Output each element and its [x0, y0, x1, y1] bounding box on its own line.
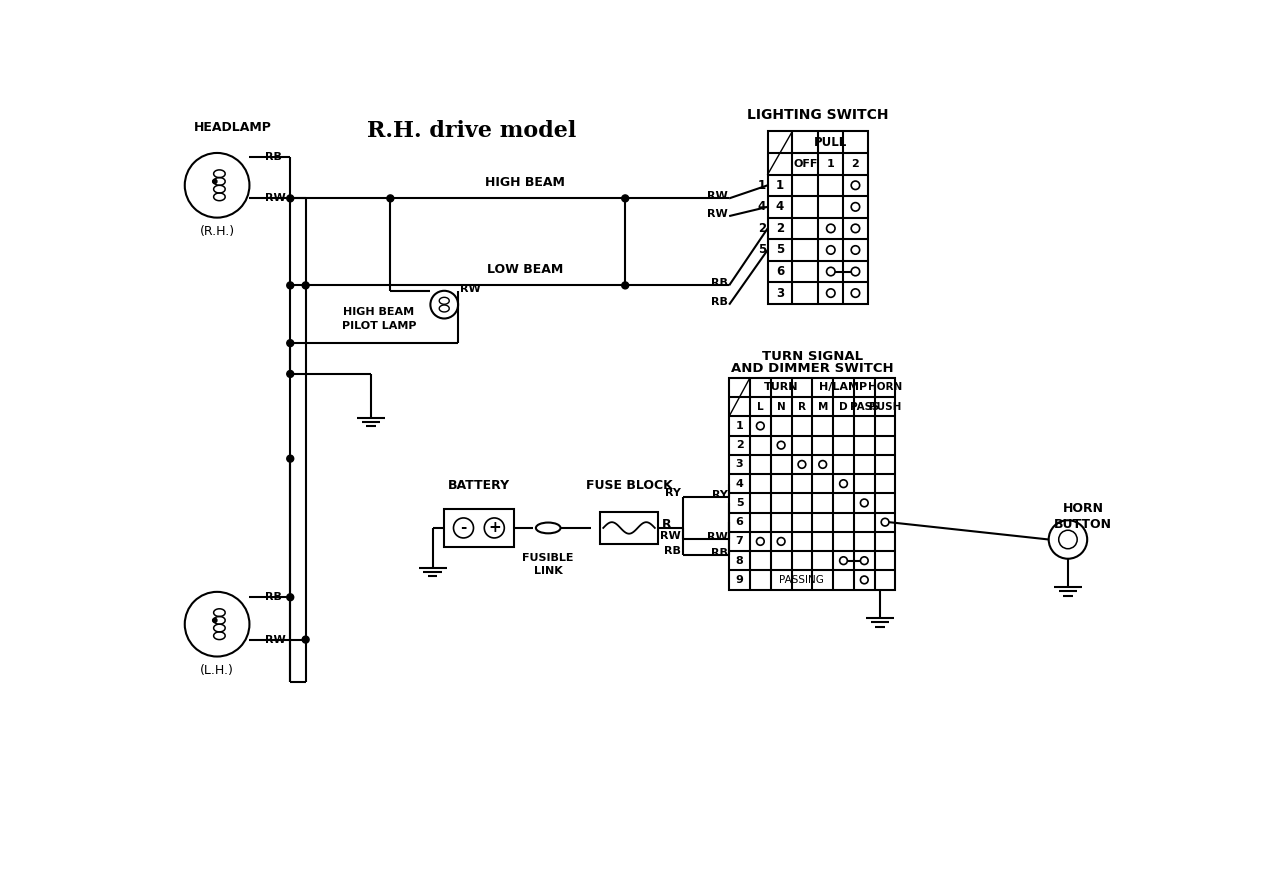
Text: 5: 5: [736, 498, 744, 508]
Circle shape: [387, 195, 394, 202]
Text: RB: RB: [265, 592, 282, 602]
Circle shape: [287, 195, 293, 202]
Text: LIGHTING SWITCH: LIGHTING SWITCH: [748, 108, 888, 122]
Text: PUSH: PUSH: [869, 401, 901, 411]
Text: N: N: [777, 401, 786, 411]
Text: RB: RB: [265, 151, 282, 162]
Bar: [768, 132, 868, 304]
Text: FUSE BLOCK: FUSE BLOCK: [586, 479, 672, 492]
Text: LINK: LINK: [534, 566, 563, 576]
Text: 1: 1: [736, 421, 744, 431]
Text: R.H. drive model: R.H. drive model: [366, 120, 576, 142]
Text: HORN: HORN: [868, 383, 902, 392]
Text: 4: 4: [736, 478, 744, 488]
Text: 5: 5: [758, 244, 767, 256]
Circle shape: [287, 282, 293, 289]
Text: LOW BEAM: LOW BEAM: [486, 263, 563, 276]
Text: BATTERY: BATTERY: [448, 479, 509, 492]
Text: H/LAMP: H/LAMP: [819, 383, 868, 392]
Text: OFF: OFF: [794, 159, 818, 168]
Text: +: +: [488, 521, 500, 536]
Text: RW: RW: [265, 194, 285, 203]
Text: RW: RW: [707, 532, 727, 542]
Circle shape: [302, 282, 308, 289]
Text: 9: 9: [736, 575, 744, 585]
Text: 2: 2: [776, 222, 785, 235]
Text: 7: 7: [736, 537, 744, 547]
Text: RW: RW: [461, 284, 481, 294]
Text: -: -: [461, 521, 467, 536]
Circle shape: [622, 282, 628, 289]
Circle shape: [287, 370, 293, 377]
Text: TURN SIGNAL: TURN SIGNAL: [762, 349, 863, 363]
Circle shape: [287, 455, 293, 462]
Text: RY: RY: [664, 488, 681, 498]
Text: 3: 3: [736, 460, 744, 470]
Text: 2: 2: [758, 222, 767, 235]
Bar: [444, 509, 513, 547]
Text: BUTTON: BUTTON: [1055, 518, 1112, 530]
Text: R: R: [662, 518, 672, 530]
Circle shape: [287, 594, 293, 600]
Circle shape: [212, 618, 216, 623]
Text: PILOT LAMP: PILOT LAMP: [342, 321, 416, 332]
Text: 3: 3: [776, 287, 785, 299]
Text: 1: 1: [776, 179, 785, 192]
Text: 1: 1: [758, 179, 767, 192]
Circle shape: [622, 195, 628, 202]
Text: M: M: [818, 401, 828, 411]
Text: RB: RB: [710, 278, 727, 289]
Circle shape: [302, 636, 308, 643]
Text: HEADLAMP: HEADLAMP: [193, 121, 271, 134]
Text: 6: 6: [736, 517, 744, 527]
Circle shape: [212, 179, 216, 184]
Text: (R.H.): (R.H.): [200, 225, 234, 238]
Text: 8: 8: [736, 556, 744, 565]
Text: TURN: TURN: [764, 383, 799, 392]
Text: RW: RW: [265, 634, 285, 644]
Text: L: L: [756, 401, 764, 411]
Text: HIGH BEAM: HIGH BEAM: [343, 307, 415, 317]
Bar: [600, 512, 658, 544]
Text: HORN: HORN: [1062, 502, 1103, 515]
Text: D: D: [840, 401, 847, 411]
Text: FUSIBLE: FUSIBLE: [522, 553, 573, 563]
Text: 2: 2: [736, 440, 744, 450]
Bar: [730, 378, 896, 590]
Text: AND DIMMER SWITCH: AND DIMMER SWITCH: [731, 362, 893, 375]
Text: 4: 4: [776, 201, 785, 213]
Text: RY: RY: [712, 490, 727, 500]
Text: 4: 4: [758, 201, 767, 213]
Text: RB: RB: [710, 297, 727, 307]
Text: RB: RB: [710, 547, 727, 557]
Text: PASS: PASS: [850, 401, 879, 411]
Text: R: R: [797, 401, 806, 411]
Text: PASSING: PASSING: [780, 575, 824, 585]
Text: (L.H.): (L.H.): [200, 664, 234, 676]
Circle shape: [287, 340, 293, 347]
Text: PULL: PULL: [813, 135, 846, 149]
Text: HIGH BEAM: HIGH BEAM: [485, 177, 564, 189]
Text: RB: RB: [664, 546, 681, 556]
Text: 1: 1: [827, 159, 835, 168]
Text: RW: RW: [707, 191, 727, 201]
Text: 6: 6: [776, 265, 785, 278]
Text: 2: 2: [851, 159, 859, 168]
Text: 5: 5: [776, 244, 785, 256]
Text: RW: RW: [660, 530, 681, 540]
Text: RW: RW: [707, 209, 727, 219]
